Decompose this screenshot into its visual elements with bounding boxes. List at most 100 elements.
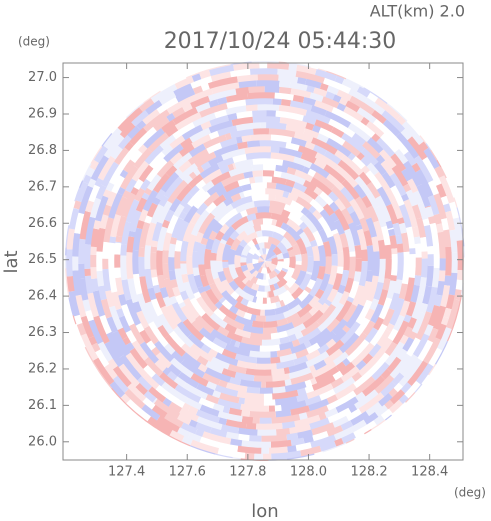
field-cell xyxy=(242,231,259,244)
field-cell xyxy=(290,186,314,204)
field-cell xyxy=(217,448,246,460)
field-cell xyxy=(310,104,328,117)
field-cell xyxy=(249,410,277,419)
field-cell xyxy=(300,445,322,457)
field-cell xyxy=(165,124,179,138)
field-cell xyxy=(276,261,285,268)
field-cell xyxy=(245,422,257,431)
field-cell xyxy=(162,143,184,163)
field-cell xyxy=(112,365,132,388)
field-cell xyxy=(155,188,166,201)
field-cell xyxy=(142,108,170,132)
field-cell xyxy=(362,140,381,159)
field-cell xyxy=(319,208,338,232)
field-cell xyxy=(240,403,270,413)
field-cell xyxy=(312,144,328,156)
field-cell xyxy=(151,373,166,387)
field-cell xyxy=(190,319,204,333)
field-cell xyxy=(170,350,185,365)
field-cell xyxy=(275,409,292,418)
field-cell xyxy=(218,379,228,389)
field-cell xyxy=(261,434,288,443)
field-cell xyxy=(285,141,300,152)
field-cell xyxy=(295,237,308,255)
field-cell xyxy=(199,404,220,418)
field-cell xyxy=(347,152,357,161)
field-cell xyxy=(259,139,287,149)
field-cell xyxy=(354,244,363,259)
field-cell xyxy=(417,339,434,362)
field-cell xyxy=(279,299,286,308)
field-cell xyxy=(189,297,206,318)
field-cell xyxy=(80,315,94,339)
field-cell xyxy=(389,353,412,380)
field-cell xyxy=(377,289,389,307)
field-cell xyxy=(240,243,252,257)
field-cell xyxy=(336,102,347,112)
field-cell xyxy=(445,210,456,231)
field-cell xyxy=(105,191,117,207)
field-cell xyxy=(151,221,163,242)
field-cell xyxy=(234,221,250,235)
field-cell xyxy=(210,70,232,82)
field-cell xyxy=(373,281,385,301)
field-cell xyxy=(269,295,281,304)
field-cell xyxy=(144,268,154,289)
field-cell xyxy=(93,145,109,163)
field-cell xyxy=(425,205,435,218)
field-cell xyxy=(229,290,240,301)
field-cell xyxy=(125,342,135,352)
field-cell xyxy=(120,192,137,218)
field-cell xyxy=(138,221,151,249)
field-cell xyxy=(102,217,115,243)
field-cell xyxy=(252,252,260,260)
field-cell xyxy=(200,120,212,131)
field-cell xyxy=(331,297,341,308)
field-cell xyxy=(147,386,167,404)
field-cell xyxy=(384,399,395,410)
field-cell xyxy=(327,235,338,255)
field-cell xyxy=(194,151,217,168)
field-cell xyxy=(77,263,86,280)
field-cell xyxy=(163,343,176,356)
field-cell xyxy=(143,215,153,224)
field-cell xyxy=(392,222,402,236)
field-cell xyxy=(94,177,104,188)
field-cell xyxy=(322,240,333,257)
field-cell xyxy=(401,232,410,253)
field-cell xyxy=(179,263,188,275)
field-cell xyxy=(107,192,123,219)
field-cell xyxy=(342,325,351,334)
field-cell xyxy=(317,343,330,355)
field-cell xyxy=(187,333,205,350)
field-cell xyxy=(341,78,361,92)
field-cell xyxy=(244,398,264,407)
field-cell xyxy=(293,181,308,193)
field-cell xyxy=(263,320,278,329)
field-cell xyxy=(287,445,297,453)
field-cell xyxy=(318,63,329,72)
field-cell xyxy=(274,92,294,101)
field-cell xyxy=(340,420,354,432)
field-cell xyxy=(286,61,312,68)
field-cell xyxy=(126,278,139,304)
field-cell xyxy=(271,256,279,266)
field-cell xyxy=(131,249,139,275)
field-cell xyxy=(227,112,238,121)
field-cell xyxy=(456,270,465,281)
field-cell xyxy=(412,226,421,238)
field-cell xyxy=(206,181,225,196)
field-cell xyxy=(255,290,268,299)
field-cell xyxy=(139,341,160,365)
field-cell xyxy=(175,88,196,103)
field-cell xyxy=(133,187,146,202)
field-cell xyxy=(294,270,307,287)
field-cell xyxy=(160,171,180,193)
field-cell xyxy=(220,172,245,187)
field-cell xyxy=(399,300,411,318)
field-cell xyxy=(214,300,223,310)
field-cell xyxy=(395,234,404,245)
field-cell xyxy=(78,278,89,301)
field-cell xyxy=(287,212,304,227)
field-cell xyxy=(155,352,172,369)
